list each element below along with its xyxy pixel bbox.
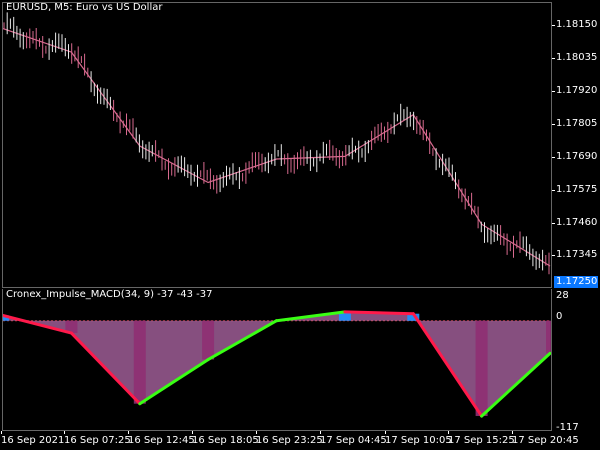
indicator-axis-label: 0: [556, 311, 563, 322]
indicator-bar: [338, 311, 351, 321]
time-axis-label: 16 Sep 07:25: [64, 431, 131, 446]
time-axis-label: 16 Sep 12:45: [128, 431, 195, 446]
indicator-title: Cronex_Impulse_MACD(34, 9) -37 -43 -37: [6, 289, 213, 300]
indicator-bar: [133, 320, 146, 404]
price-axis-label: 1.17690: [551, 151, 598, 162]
indicator-signal-segment: [343, 310, 415, 316]
time-axis-label: 16 Sep 18:05: [192, 431, 259, 446]
time-axis-label: 16 Sep 2021: [1, 431, 65, 446]
indicator-signal-segment: [275, 310, 347, 323]
indicator-bar: [202, 320, 215, 360]
price-axis-label: 1.17345: [551, 249, 598, 260]
price-axis: 1.18150 1.18035 1.17920 1.17805 1.17690 …: [551, 2, 600, 288]
indicator-signal-segment: [206, 319, 278, 362]
price-axis-label: 1.17805: [551, 118, 598, 129]
indicator-panel[interactable]: [2, 289, 552, 431]
time-axis-label: 16 Sep 23:25: [256, 431, 323, 446]
indicator-axis-label: 28: [556, 290, 569, 301]
price-chart-svg: [3, 12, 551, 275]
indicator-signal-segment: [411, 312, 484, 418]
indicator-signal-segment: [138, 358, 210, 406]
indicator-signal-segment: [69, 331, 142, 406]
indicator-bar: [475, 320, 488, 416]
price-chart-panel[interactable]: [2, 2, 552, 288]
indicator-bar: [3, 315, 9, 321]
current-price-badge: 1.17250: [554, 276, 598, 288]
time-axis-label: 17 Sep 04:45: [320, 431, 387, 446]
indicator-bar: [546, 320, 551, 354]
time-axis-label: 17 Sep 10:05: [385, 431, 452, 446]
price-axis-label: 1.17460: [551, 217, 598, 228]
price-axis-label: 1.17575: [551, 184, 598, 195]
indicator-signal-segment: [3, 313, 73, 335]
indicator-signal-segment: [480, 351, 551, 418]
indicator-bar: [65, 320, 78, 334]
indicator-axis: 28 0 -117: [552, 289, 600, 433]
price-axis-label: 1.17920: [551, 85, 598, 96]
time-axis-label: 17 Sep 20:45: [512, 431, 579, 446]
indicator-bar: [407, 313, 420, 321]
indicator-area: [3, 311, 550, 417]
indicator-axis-label: -117: [556, 422, 579, 433]
chart-title: EURUSD, M5: Euro vs US Dollar: [6, 2, 163, 13]
time-axis-label: 17 Sep 15:25: [448, 431, 515, 446]
indicator-svg: [3, 310, 551, 418]
price-axis-label: 1.18150: [551, 19, 598, 30]
price-axis-label: 1.18035: [551, 52, 598, 63]
time-axis: 16 Sep 2021 16 Sep 07:25 16 Sep 12:45 16…: [0, 431, 600, 450]
